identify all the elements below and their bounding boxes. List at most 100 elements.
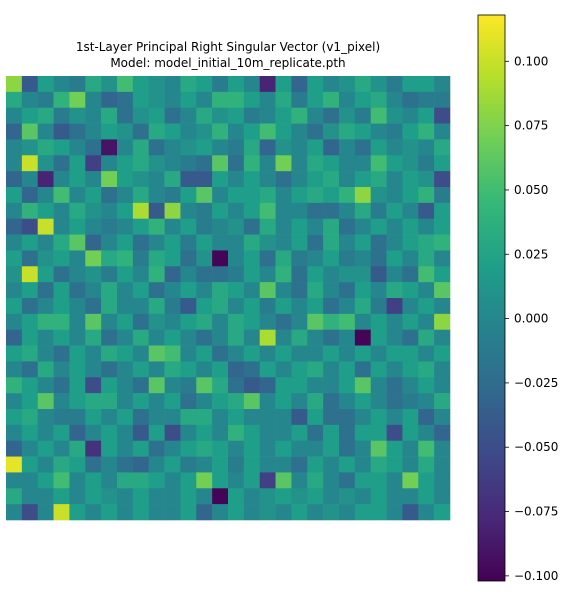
heatmap-cell — [180, 282, 197, 299]
heatmap-cell — [339, 250, 356, 267]
heatmap-cell — [212, 266, 229, 283]
colorbar-tick-label: −0.050 — [514, 440, 558, 454]
heatmap-cell — [69, 171, 86, 188]
heatmap-cell — [418, 171, 435, 188]
heatmap-cell — [53, 313, 70, 331]
heatmap-cell — [354, 123, 372, 140]
heatmap-cell — [339, 91, 356, 109]
heatmap-cell — [164, 234, 181, 251]
heatmap-cell — [85, 155, 102, 172]
heatmap-cell — [85, 266, 102, 283]
heatmap-cell — [164, 123, 181, 140]
heatmap-cell — [180, 250, 197, 267]
heatmap-cell — [53, 377, 70, 394]
heatmap-cell — [243, 250, 261, 267]
colorbar-tick-label: 0.100 — [514, 54, 548, 68]
heatmap-cell — [370, 504, 387, 521]
heatmap-cell — [164, 155, 181, 172]
heatmap-cell — [259, 504, 276, 521]
heatmap-cell — [180, 361, 197, 378]
heatmap-cell — [37, 202, 54, 220]
heatmap-cell — [21, 361, 39, 378]
heatmap-cell — [354, 234, 372, 251]
heatmap-cell — [386, 345, 403, 362]
heatmap-cell — [148, 504, 165, 521]
heatmap-cell — [307, 218, 324, 235]
heatmap-cell — [180, 456, 197, 473]
heatmap-cell — [275, 329, 292, 346]
heatmap-cell — [85, 504, 102, 521]
heatmap-cell — [370, 171, 387, 188]
heatmap-cell — [402, 361, 419, 378]
heatmap-cell — [148, 218, 165, 235]
heatmap-cell — [164, 202, 181, 220]
heatmap-cell — [307, 91, 324, 109]
heatmap-cell — [117, 91, 134, 109]
heatmap-cell — [434, 345, 451, 362]
heatmap-cell — [307, 409, 324, 426]
heatmap-cell — [21, 76, 39, 93]
heatmap-cell — [180, 329, 197, 346]
heatmap-cell — [85, 472, 102, 489]
heatmap-cell — [418, 313, 435, 331]
heatmap-cell — [212, 123, 229, 140]
heatmap-cell — [37, 250, 54, 267]
heatmap-cell — [228, 456, 245, 473]
heatmap-cell — [418, 361, 435, 378]
heatmap-cell — [402, 409, 419, 426]
heatmap-cell — [259, 313, 276, 331]
heatmap-cell — [243, 488, 261, 505]
heatmap-cell — [386, 250, 403, 267]
heatmap-cell — [243, 187, 261, 204]
heatmap-cell — [212, 171, 229, 188]
heatmap-cell — [386, 377, 403, 394]
heatmap-cell — [53, 361, 70, 378]
heatmap-cell — [212, 504, 229, 521]
heatmap-cell — [37, 361, 54, 378]
heatmap-cell — [180, 107, 197, 124]
heatmap-cell — [101, 488, 118, 505]
heatmap-cell — [132, 393, 150, 410]
heatmap-cell — [354, 329, 372, 346]
heatmap-cell — [243, 329, 261, 346]
heatmap-cell — [402, 218, 419, 235]
heatmap-cell — [6, 250, 23, 267]
heatmap-cell — [339, 266, 356, 283]
heatmap-cell — [418, 107, 435, 124]
heatmap-cell — [228, 202, 245, 220]
heatmap-cell — [85, 187, 102, 204]
heatmap-cell — [85, 139, 102, 156]
heatmap-cell — [259, 234, 276, 251]
heatmap-cell — [101, 298, 118, 315]
heatmap-cell — [370, 202, 387, 220]
heatmap-cell — [212, 107, 229, 124]
heatmap-cell — [132, 266, 150, 283]
heatmap-cell — [354, 266, 372, 283]
heatmap-cell — [85, 171, 102, 188]
heatmap-cell — [69, 329, 86, 346]
heatmap-cell — [275, 504, 292, 521]
heatmap-cell — [402, 377, 419, 394]
heatmap-cell — [21, 202, 39, 220]
heatmap-cell — [291, 361, 308, 378]
heatmap-cell — [148, 393, 165, 410]
heatmap-cell — [164, 393, 181, 410]
heatmap-cell — [37, 472, 54, 489]
heatmap-cell — [196, 313, 213, 331]
heatmap-cell — [37, 155, 54, 172]
heatmap-cell — [196, 329, 213, 346]
heatmap-cell — [21, 488, 39, 505]
heatmap-cell — [196, 218, 213, 235]
heatmap-cell — [212, 139, 229, 156]
heatmap-cell — [259, 424, 276, 442]
heatmap-cell — [164, 456, 181, 473]
heatmap-cell — [386, 488, 403, 505]
heatmap-cell — [370, 456, 387, 473]
heatmap-cell — [323, 504, 340, 521]
heatmap-cell — [354, 393, 372, 410]
heatmap-cell — [339, 504, 356, 521]
heatmap-cell — [228, 234, 245, 251]
heatmap-cell — [307, 504, 324, 521]
heatmap-cell — [117, 298, 134, 315]
heatmap-cell — [291, 488, 308, 505]
